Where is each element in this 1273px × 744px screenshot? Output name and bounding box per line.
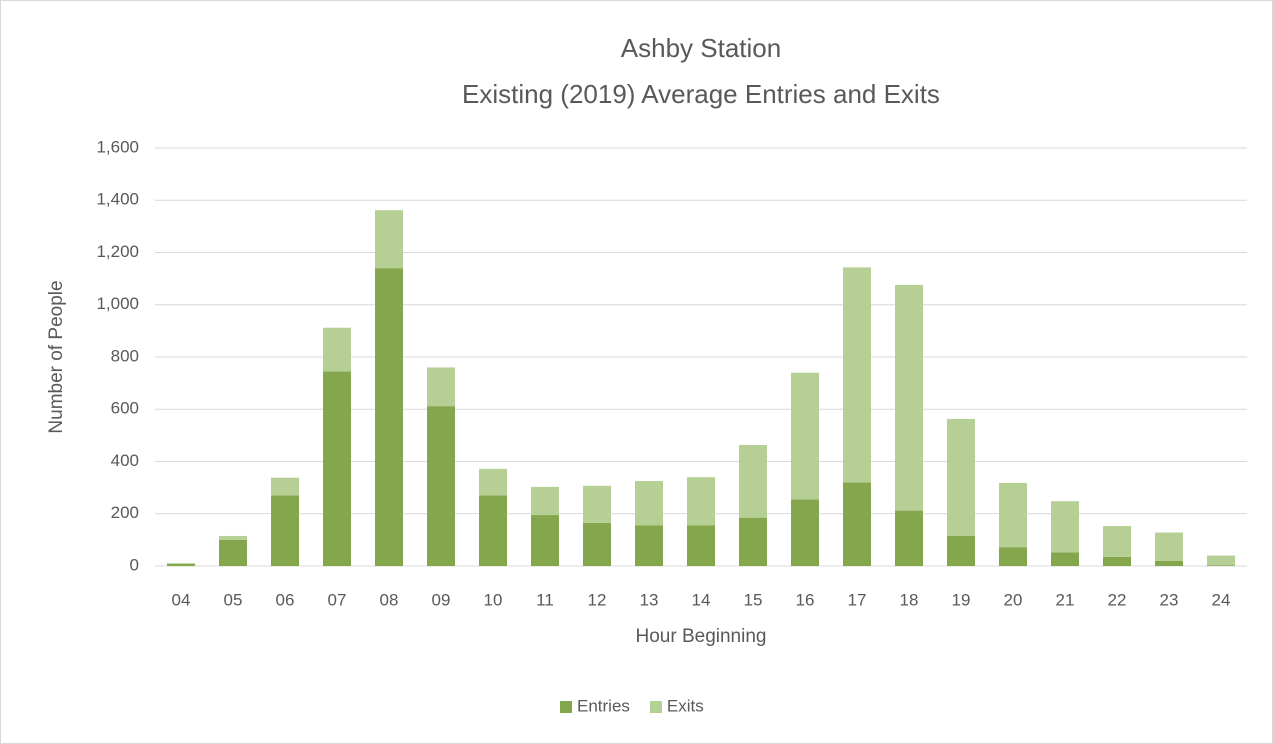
x-tick-label: 09 [432, 590, 451, 609]
bar-segment [1051, 501, 1079, 553]
x-tick-label: 04 [172, 590, 191, 609]
x-tick-label: 24 [1212, 590, 1231, 609]
bar-segment [323, 327, 351, 372]
x-tick-label: 21 [1056, 590, 1075, 609]
bar-segment [635, 481, 663, 526]
bar-segment [895, 284, 923, 511]
chart-title: Ashby Station [621, 33, 781, 63]
bar-segment [479, 495, 507, 566]
x-tick-label: 20 [1004, 590, 1023, 609]
y-tick-label: 1,600 [96, 137, 139, 156]
bar-segment [1155, 532, 1183, 561]
bar-segment [739, 517, 767, 566]
x-tick-label: 07 [328, 590, 347, 609]
x-tick-label: 17 [848, 590, 867, 609]
bar-segment [1103, 556, 1131, 566]
bar-segment [739, 445, 767, 518]
x-tick-label: 16 [796, 590, 815, 609]
chart-subtitle: Existing (2019) Average Entries and Exit… [462, 79, 940, 109]
bar-segment [219, 539, 247, 566]
bar-segment [999, 482, 1027, 548]
legend-swatch [649, 701, 662, 713]
y-axis-label: Number of People [46, 280, 67, 433]
x-tick-label: 11 [536, 590, 554, 609]
bar-segment [427, 367, 455, 407]
y-tick-label: 1,000 [96, 294, 139, 313]
bar-segment [531, 486, 559, 516]
bar-segment [687, 525, 715, 566]
bar-segment [791, 372, 819, 500]
x-tick-label: 08 [380, 590, 399, 609]
bar-segment [583, 522, 611, 566]
y-tick-label: 600 [111, 399, 139, 418]
x-tick-label: 12 [588, 590, 607, 609]
legend-label: Exits [667, 696, 704, 715]
x-tick-label: 14 [692, 590, 711, 609]
x-tick-label: 23 [1160, 590, 1179, 609]
bar-segment [947, 535, 975, 566]
legend-swatch [560, 701, 572, 713]
x-tick-label: 15 [744, 590, 763, 609]
bar-segment [999, 547, 1027, 566]
y-tick-label: 1,200 [96, 242, 139, 261]
y-tick-label: 0 [130, 555, 139, 574]
bar-segment [895, 510, 923, 566]
bar-segment [947, 418, 975, 536]
x-tick-label: 13 [640, 590, 659, 609]
bar-segment [635, 525, 663, 566]
x-tick-label: 18 [900, 590, 919, 609]
y-tick-label: 400 [111, 451, 139, 470]
bar-segment [583, 485, 611, 523]
x-tick-label: 06 [276, 590, 295, 609]
bar-segment [1207, 565, 1235, 566]
bar-segment [167, 563, 195, 564]
bar-segment [375, 210, 403, 269]
bar-segment [1103, 526, 1131, 557]
bar-segment [1207, 555, 1235, 566]
x-tick-label: 10 [484, 590, 503, 609]
bar-segment [843, 482, 871, 566]
y-tick-label: 200 [111, 503, 139, 522]
x-tick-label: 19 [952, 590, 971, 609]
x-tick-label: 05 [224, 590, 243, 609]
bar-segment [1155, 560, 1183, 566]
bar-segment [271, 495, 299, 566]
bar-segment [843, 267, 871, 483]
bar-segment [479, 468, 507, 496]
bar-segment [791, 499, 819, 566]
bar-segment [1051, 552, 1079, 566]
bar-segment [323, 371, 351, 566]
bar-segment [375, 268, 403, 566]
bar-segment [167, 563, 195, 566]
y-tick-label: 1,400 [96, 190, 139, 209]
bar-segment [687, 477, 715, 526]
y-tick-label: 800 [111, 346, 139, 365]
bar-segment [271, 477, 299, 496]
x-tick-label: 22 [1108, 590, 1127, 609]
bar-segment [427, 406, 455, 566]
legend-label: Entries [577, 696, 630, 715]
bar-segment [531, 515, 559, 566]
x-axis-label: Hour Beginning [636, 626, 767, 647]
bar-segment [219, 535, 247, 540]
